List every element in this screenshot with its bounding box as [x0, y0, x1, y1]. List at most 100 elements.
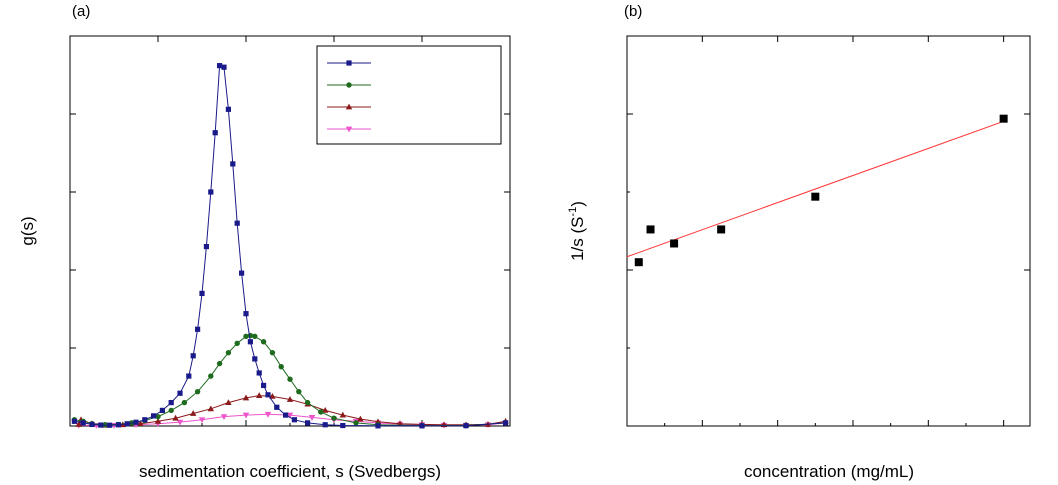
panel-a-series	[71, 63, 509, 429]
data-point	[199, 290, 205, 296]
data-point	[75, 421, 82, 427]
data-point	[234, 340, 240, 347]
data-point	[331, 415, 337, 421]
data-point	[176, 419, 184, 426]
data-point	[274, 404, 280, 410]
data-point	[261, 382, 267, 389]
data-point	[172, 414, 179, 421]
data-point	[287, 376, 293, 382]
data-point	[322, 422, 328, 428]
data-point	[186, 373, 192, 379]
data-point	[670, 239, 679, 248]
data-point	[107, 422, 113, 428]
data-point	[115, 422, 121, 428]
legend-marker	[345, 126, 353, 133]
data-point	[247, 339, 253, 345]
data-point	[269, 392, 276, 399]
data-point	[811, 192, 820, 201]
data-point	[133, 419, 139, 425]
data-point	[339, 411, 346, 418]
series-1-0-mg-ml	[71, 63, 509, 429]
data-point	[252, 356, 258, 362]
data-point	[137, 420, 144, 427]
data-point	[225, 106, 231, 112]
data-point	[717, 225, 726, 234]
legend-marker	[345, 103, 353, 110]
data-point	[340, 422, 346, 429]
panel-b-label: (b)	[624, 3, 642, 20]
data-point	[208, 373, 214, 379]
data-point	[308, 415, 316, 421]
fit-line	[626, 120, 1004, 258]
data-point	[177, 390, 183, 396]
data-point	[260, 339, 267, 345]
data-point	[89, 421, 95, 428]
data-point	[375, 423, 381, 429]
data-point	[396, 420, 404, 427]
data-point	[286, 396, 294, 402]
data-point	[252, 333, 258, 339]
data-point	[283, 412, 289, 418]
data-point	[242, 394, 250, 401]
panel-b: (b) concentration (mg/mL) 1/s (S-1)	[567, 3, 1031, 481]
legend-items	[327, 60, 371, 133]
data-point	[190, 410, 197, 416]
panel-b-ticks	[626, 36, 1030, 427]
data-point	[217, 63, 223, 69]
data-point	[220, 414, 228, 421]
data-point	[98, 422, 104, 428]
data-point	[71, 418, 77, 424]
panel-b-points	[634, 114, 1008, 267]
data-point	[353, 420, 359, 426]
data-point	[154, 417, 162, 424]
data-point	[234, 220, 240, 226]
panel-a-ylabel: g(s)	[18, 216, 37, 245]
data-point	[305, 420, 311, 426]
data-point	[634, 258, 643, 267]
data-point	[225, 399, 232, 405]
panel-b-xlabel: concentration (mg/mL)	[744, 462, 914, 481]
panel-b-ylabel-sup: -1	[567, 207, 579, 217]
data-point	[168, 400, 174, 406]
data-point	[230, 161, 236, 167]
data-point	[503, 420, 509, 426]
panel-a-xlabel: sedimentation coefficient, s (Svedbergs)	[139, 462, 441, 481]
data-point	[357, 415, 364, 422]
data-point	[212, 130, 218, 136]
data-point	[264, 411, 272, 418]
panel-a: (a) sedimentation coefficient, s (Svedbe…	[18, 3, 511, 481]
data-point	[198, 417, 206, 424]
data-point	[221, 64, 227, 70]
legend-marker	[346, 60, 352, 66]
data-point	[207, 405, 214, 412]
data-point	[304, 399, 311, 406]
data-point	[168, 407, 174, 414]
data-point	[142, 417, 148, 423]
data-point	[322, 407, 329, 413]
data-point	[225, 349, 232, 356]
data-point	[286, 412, 294, 419]
data-point	[124, 421, 130, 427]
data-point	[296, 388, 302, 395]
data-point	[256, 370, 262, 376]
data-point	[463, 423, 469, 429]
data-point	[151, 413, 157, 419]
data-point	[181, 399, 188, 406]
data-point	[999, 114, 1008, 123]
panel-b-fit	[626, 120, 1004, 258]
data-point	[203, 244, 209, 250]
data-point	[419, 423, 425, 429]
legend	[316, 45, 502, 145]
data-point	[216, 360, 223, 367]
data-point	[159, 407, 165, 413]
data-point	[243, 333, 249, 339]
panel-b-ylabel: 1/s (S-1)	[567, 201, 587, 261]
panel-b-ylabel-tail: )	[568, 201, 587, 207]
data-point	[318, 409, 324, 415]
data-point	[243, 311, 249, 317]
data-point	[242, 412, 250, 419]
legend-marker	[346, 82, 352, 88]
data-point	[256, 392, 263, 398]
data-point	[269, 349, 276, 356]
